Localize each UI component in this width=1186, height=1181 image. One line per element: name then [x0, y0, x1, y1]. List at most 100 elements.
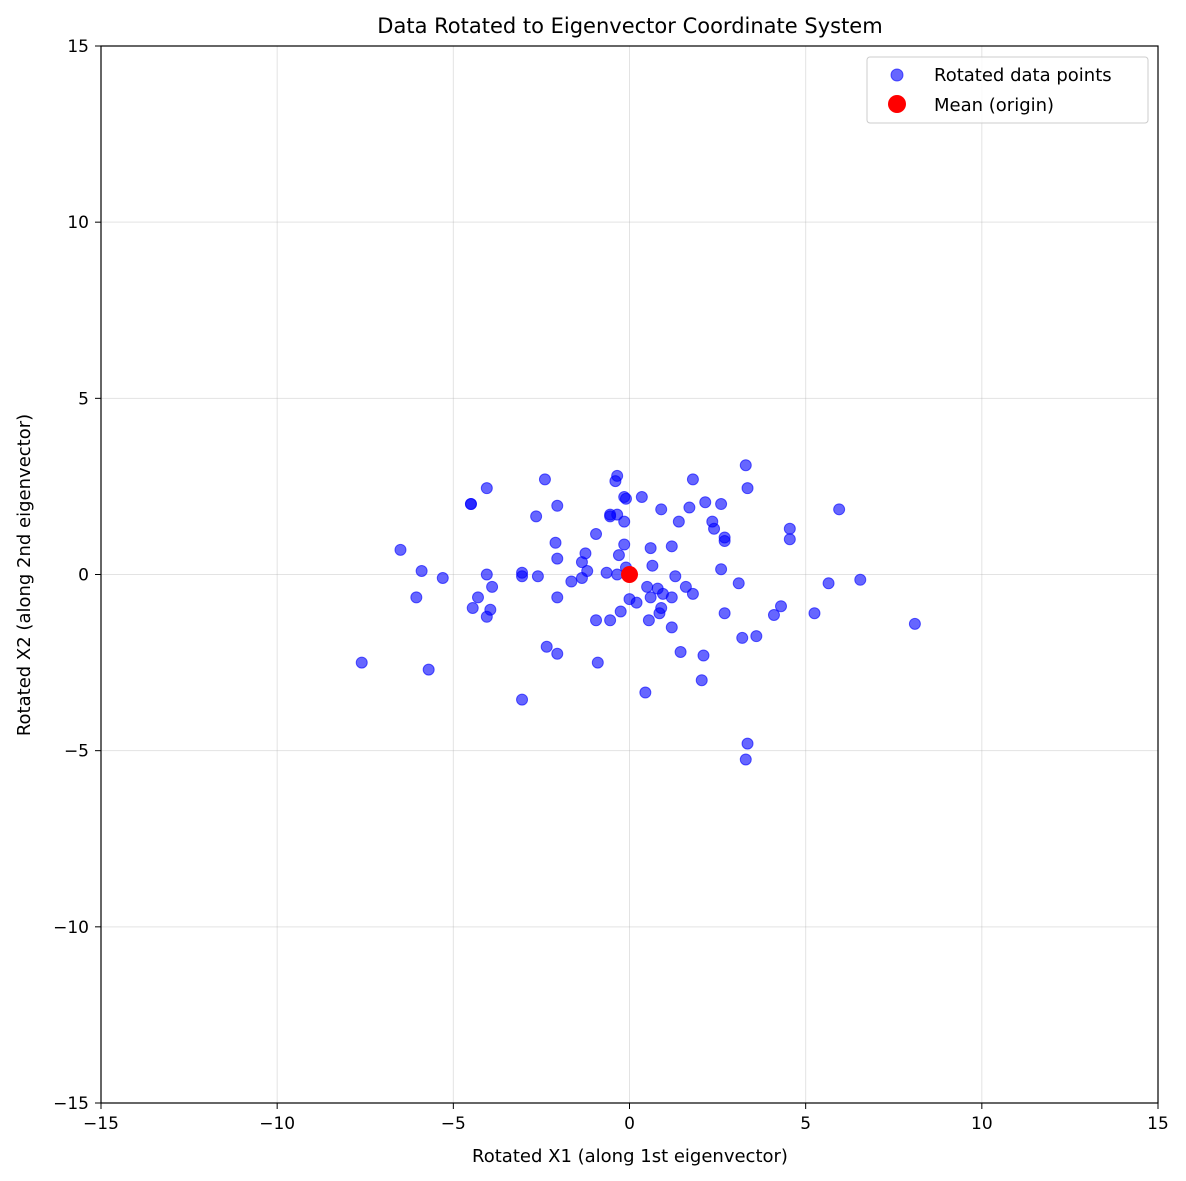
rotated-data-point — [355, 656, 368, 669]
rotated-data-point — [619, 492, 632, 505]
rotated-data-point — [551, 591, 564, 604]
rotated-data-point — [718, 535, 731, 548]
rotated-data-point — [715, 563, 728, 576]
rotated-data-point — [591, 656, 604, 669]
rotated-data-point — [718, 607, 731, 620]
x-axis-label: Rotated X1 (along 1st eigenvector) — [472, 1146, 788, 1167]
y-tick-label: 0 — [78, 566, 89, 586]
rotated-data-point — [590, 527, 603, 540]
rotated-data-point — [655, 503, 668, 516]
rotated-data-point — [644, 542, 657, 555]
rotated-data-point — [715, 498, 728, 511]
rotated-data-point — [630, 596, 643, 609]
rotated-data-point — [484, 603, 497, 616]
rotated-data-point — [641, 580, 654, 593]
rotated-data-point — [590, 614, 603, 627]
legend-label-mean: Mean (origin) — [934, 95, 1054, 116]
rotated-data-point — [611, 508, 624, 521]
rotated-data-point — [732, 577, 745, 590]
rotated-data-point — [679, 580, 692, 593]
rotated-data-point — [644, 591, 657, 604]
legend-box — [866, 56, 1149, 124]
y-tick-label: 10 — [67, 213, 89, 233]
rotated-data-point — [618, 515, 631, 528]
rotated-data-point — [579, 547, 592, 560]
rotated-data-point — [466, 601, 479, 614]
y-tick-label: −10 — [53, 918, 89, 938]
y-tick-label: 15 — [67, 37, 89, 57]
rotated-data-point — [739, 459, 752, 472]
rotated-data-point — [464, 498, 477, 511]
rotated-data-point — [683, 501, 696, 514]
rotated-data-point — [516, 570, 529, 583]
y-tick-label: 5 — [78, 389, 89, 409]
rotated-data-point — [775, 600, 788, 613]
legend-marker-rotated-points — [890, 68, 904, 82]
rotated-data-point — [822, 577, 835, 590]
rotated-data-point — [565, 575, 578, 588]
rotated-data-point — [516, 693, 529, 706]
rotated-data-point — [908, 617, 921, 630]
rotated-data-point — [699, 496, 712, 509]
rotated-data-point — [480, 568, 493, 581]
rotated-data-point — [581, 564, 594, 577]
x-tick-label: 15 — [1147, 1114, 1169, 1134]
rotated-data-point — [436, 572, 449, 585]
x-tick-label: 10 — [971, 1114, 993, 1134]
x-tick-label: −15 — [83, 1114, 119, 1134]
rotated-data-point — [750, 630, 763, 643]
rotated-data-point — [486, 580, 499, 593]
rotated-data-point — [767, 609, 780, 622]
rotated-data-point — [410, 591, 423, 604]
x-tick-label: −10 — [259, 1114, 295, 1134]
rotated-data-point — [415, 564, 428, 577]
rotated-data-point — [672, 515, 685, 528]
rotated-data-point — [604, 614, 617, 627]
rotated-data-point — [808, 607, 821, 620]
rotated-data-point — [551, 499, 564, 512]
rotated-data-point — [530, 510, 543, 523]
rotated-data-point — [736, 631, 749, 644]
legend-marker-mean — [888, 95, 906, 113]
rotated-data-point — [538, 473, 551, 486]
rotated-data-point — [708, 522, 721, 535]
rotated-data-point — [697, 649, 710, 662]
rotated-data-point — [480, 482, 493, 495]
mean-origin-point — [621, 566, 638, 583]
rotated-data-point — [741, 482, 754, 495]
rotated-data-point — [540, 640, 553, 653]
legend: Rotated data points Mean (origin) — [866, 56, 1149, 124]
rotated-data-point — [394, 543, 407, 556]
rotated-data-point — [665, 540, 678, 553]
rotated-data-point — [639, 686, 652, 699]
rotated-data-point — [618, 538, 631, 551]
rotated-data-point — [612, 549, 625, 562]
rotated-data-point — [665, 591, 678, 604]
rotated-data-point — [551, 647, 564, 660]
rotated-data-point — [854, 573, 867, 586]
y-tick-label: −15 — [53, 1094, 89, 1114]
x-tick-label: −5 — [441, 1114, 466, 1134]
rotated-data-point — [600, 566, 613, 579]
rotated-data-point — [471, 591, 484, 604]
x-tick-label: 0 — [624, 1114, 635, 1134]
rotated-data-point — [783, 533, 796, 546]
rotated-data-point — [669, 570, 682, 583]
legend-label-rotated-points: Rotated data points — [934, 65, 1112, 86]
x-tick-label: 5 — [800, 1114, 811, 1134]
chart-title: Data Rotated to Eigenvector Coordinate S… — [377, 14, 882, 38]
rotated-data-point — [674, 646, 687, 659]
rotated-data-point — [635, 490, 648, 503]
rotated-data-point — [614, 605, 627, 618]
rotated-data-point — [551, 552, 564, 565]
rotated-data-point — [739, 753, 752, 766]
rotated-data-point — [646, 559, 659, 572]
data-points — [355, 459, 921, 766]
rotated-data-point — [741, 737, 754, 750]
rotated-data-point — [833, 503, 846, 516]
rotated-data-point — [531, 570, 544, 583]
rotated-data-point — [655, 601, 668, 614]
rotated-data-point — [422, 663, 435, 676]
y-tick-label: −5 — [64, 742, 89, 762]
